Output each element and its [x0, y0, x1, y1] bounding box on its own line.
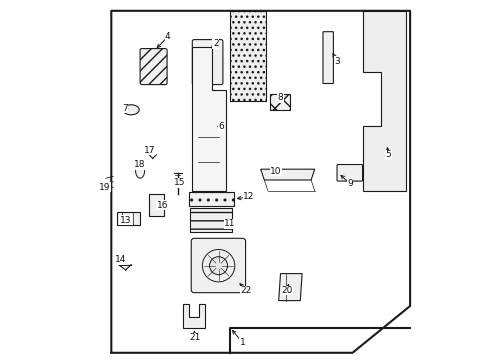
FancyBboxPatch shape: [188, 192, 233, 206]
Text: 9: 9: [346, 179, 352, 188]
Polygon shape: [278, 274, 302, 301]
Polygon shape: [149, 194, 163, 216]
Ellipse shape: [123, 105, 139, 115]
Text: 22: 22: [240, 286, 251, 295]
Text: 6: 6: [218, 122, 224, 131]
Text: 3: 3: [334, 57, 340, 66]
FancyBboxPatch shape: [191, 238, 245, 293]
Text: 2: 2: [212, 40, 218, 49]
Text: 21: 21: [189, 333, 200, 342]
Text: 15: 15: [174, 179, 185, 188]
FancyBboxPatch shape: [140, 49, 167, 85]
Ellipse shape: [135, 164, 144, 178]
Polygon shape: [117, 212, 140, 225]
FancyBboxPatch shape: [190, 208, 231, 232]
Text: 8: 8: [277, 94, 283, 103]
FancyBboxPatch shape: [336, 165, 362, 181]
Text: 1: 1: [239, 338, 245, 347]
Text: 16: 16: [156, 201, 168, 210]
Text: 17: 17: [144, 146, 155, 155]
Text: 4: 4: [164, 32, 170, 41]
Text: 13: 13: [120, 216, 131, 225]
Polygon shape: [183, 304, 204, 328]
FancyBboxPatch shape: [270, 94, 289, 110]
Circle shape: [209, 257, 227, 275]
Text: 12: 12: [243, 192, 254, 202]
Text: 14: 14: [114, 256, 126, 264]
Text: 11: 11: [224, 220, 235, 229]
Polygon shape: [363, 11, 406, 191]
FancyBboxPatch shape: [192, 40, 223, 85]
Polygon shape: [192, 47, 226, 191]
Text: 10: 10: [269, 166, 281, 176]
Text: 5: 5: [385, 150, 390, 159]
Text: 7: 7: [122, 104, 127, 113]
FancyBboxPatch shape: [322, 32, 333, 84]
Text: 18: 18: [133, 161, 145, 170]
Text: 19: 19: [99, 183, 110, 192]
Text: 20: 20: [281, 286, 292, 295]
Polygon shape: [260, 169, 314, 180]
Polygon shape: [230, 11, 265, 101]
